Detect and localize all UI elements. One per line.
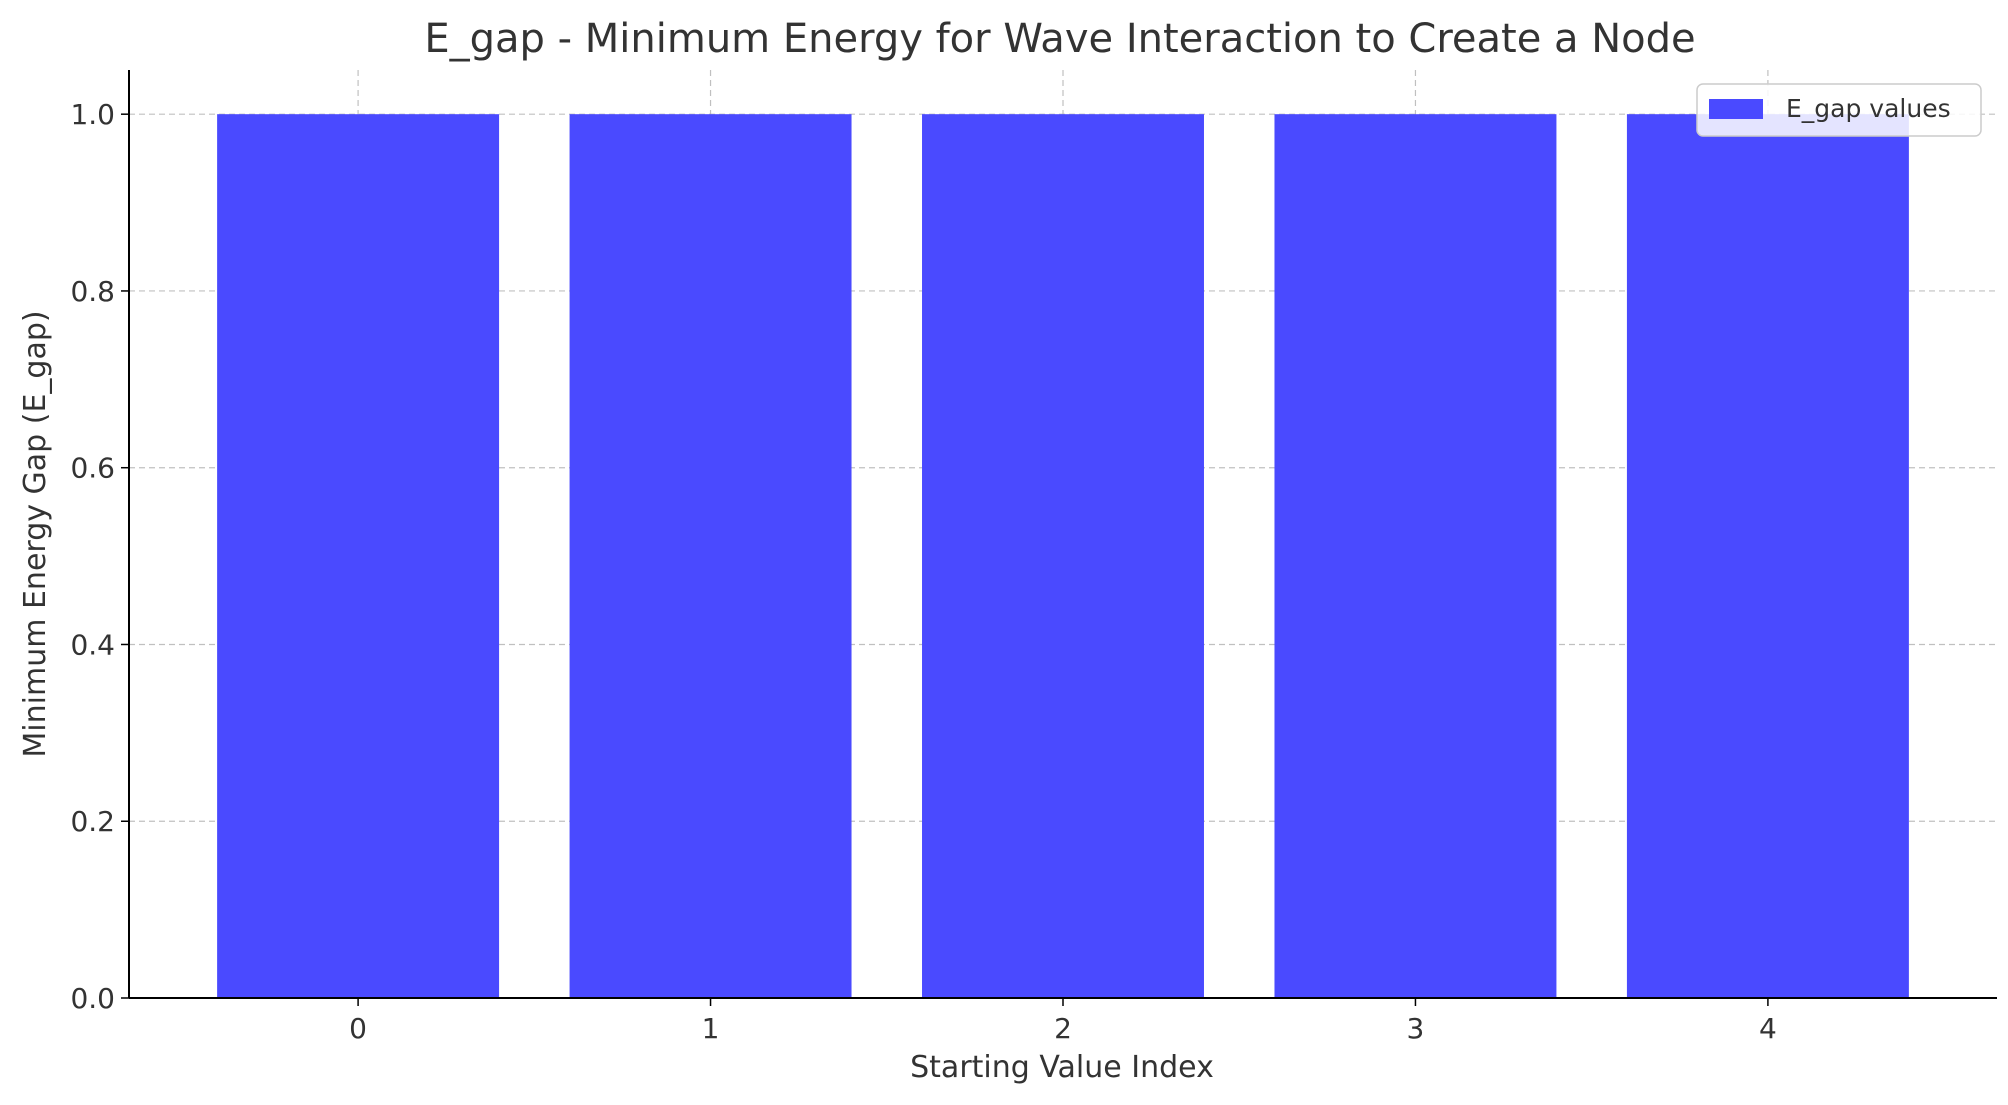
y-tick-label: 0.0 [70, 982, 115, 1015]
bars [217, 114, 1909, 998]
x-tick-label: 3 [1407, 1012, 1425, 1045]
x-ticks: 0 1 2 3 4 [349, 998, 1777, 1045]
x-tick-label: 0 [349, 1012, 367, 1045]
y-tick-label: 1.0 [70, 98, 115, 131]
bar [1274, 114, 1557, 998]
y-axis-label: Minimum Energy Gap (E_gap) [18, 310, 53, 757]
bar [922, 114, 1204, 998]
x-tick-label: 4 [1759, 1012, 1777, 1045]
legend-box [1696, 83, 1982, 137]
bar [1626, 114, 1909, 998]
chart-title: E_gap - Minimum Energy for Wave Interact… [424, 16, 1695, 62]
x-axis-label: Starting Value Index [910, 1050, 1214, 1085]
y-tick-label: 0.6 [70, 452, 115, 485]
bar [569, 114, 852, 998]
y-tick-label: 0.2 [70, 805, 115, 838]
legend-swatch [1709, 99, 1763, 119]
legend: E_gap values [1696, 83, 1982, 137]
y-ticks: 0.0 0.2 0.4 0.6 0.8 1.0 [70, 98, 129, 1015]
y-tick-label: 0.8 [70, 275, 115, 308]
x-tick-label: 1 [702, 1012, 720, 1045]
bar [217, 114, 500, 998]
legend-label: E_gap values [1786, 94, 1951, 123]
y-tick-label: 0.4 [70, 628, 115, 661]
x-tick-label: 2 [1054, 1012, 1072, 1045]
